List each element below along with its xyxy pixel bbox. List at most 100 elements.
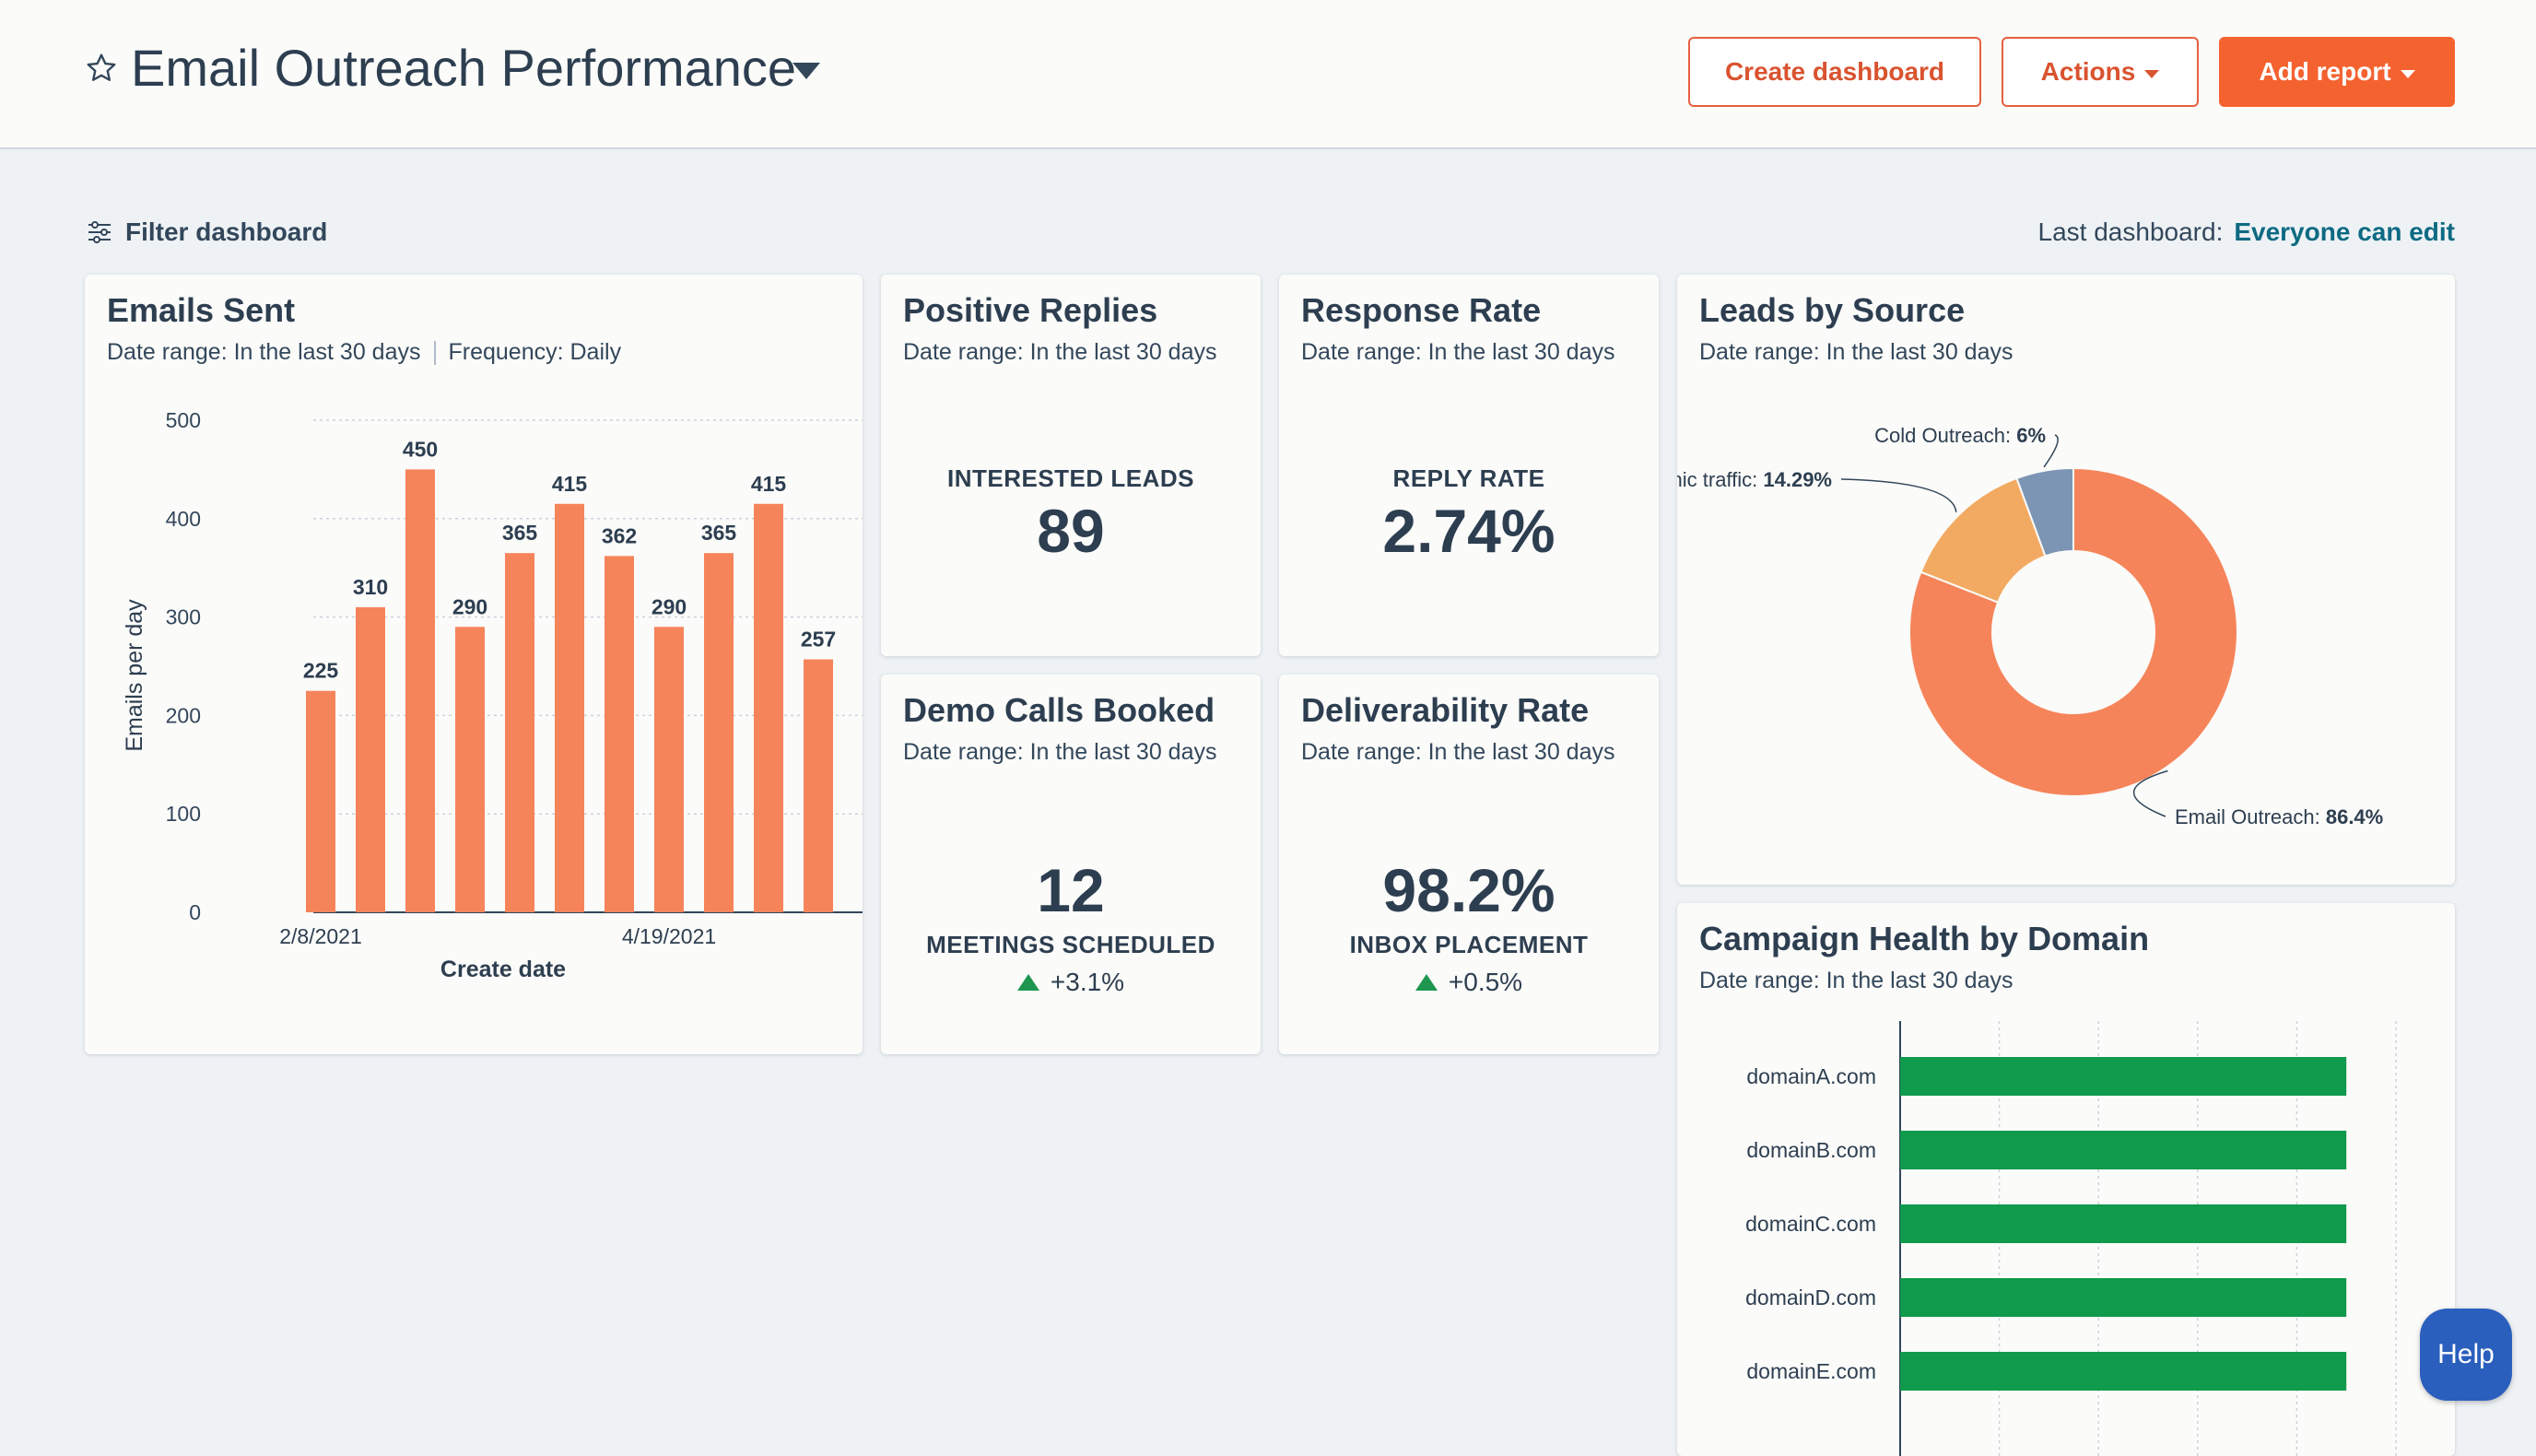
- kpi-delta: +3.1%: [881, 968, 1261, 997]
- data-label: 362: [602, 523, 637, 547]
- actions-button[interactable]: Actions: [2002, 37, 2199, 107]
- date-range-text: Date range: In the last 30 days: [1301, 739, 1615, 765]
- leads-by-source-donut-chart: Email Outreach: 86.4% Organic traffic: 14…: [1677, 424, 2383, 828]
- bar: [505, 553, 534, 912]
- data-label: 290: [652, 594, 687, 618]
- date-range-text: Date range: In the last 30 days: [1699, 339, 2014, 365]
- card-title: Emails Sent: [107, 291, 296, 329]
- bar: [1900, 1131, 2347, 1169]
- caret-down-icon: [2400, 69, 2415, 78]
- delta-value: +0.5%: [1448, 968, 1523, 996]
- top-bar: Email Outreach Performance Create dashbo…: [0, 0, 2536, 149]
- create-dashboard-button[interactable]: Create dashboard: [1688, 37, 1981, 107]
- card-title: Deliverability Rate: [1301, 691, 1590, 729]
- slice-label: Organic traffic: 14.29%: [1677, 468, 1832, 491]
- divider: [433, 341, 436, 366]
- kpi-value: 89: [1037, 497, 1105, 565]
- date-range-text: Date range: In the last 30 days: [903, 339, 1217, 365]
- y-tick-label: 400: [166, 507, 201, 531]
- bar: [1900, 1057, 2347, 1096]
- bar: [306, 690, 335, 912]
- y-tick-label: 200: [166, 703, 201, 727]
- data-label: 365: [701, 521, 737, 545]
- leads-by-source-card[interactable]: Leads by Source Date range: In the last …: [1677, 275, 2455, 885]
- data-label: 365: [502, 521, 538, 545]
- bar: [455, 627, 485, 912]
- positive-replies-card[interactable]: Positive Replies Date range: In the last…: [881, 275, 1261, 656]
- response-rate-card[interactable]: Response Rate Date range: In the last 30…: [1279, 275, 1659, 656]
- category-label: domainE.com: [1746, 1359, 1876, 1383]
- data-label: 310: [353, 575, 388, 599]
- y-tick-label: 300: [166, 605, 201, 629]
- campaign-health-card[interactable]: Campaign Health by Domain Date range: In…: [1677, 903, 2455, 1456]
- date-range-text: Date range: In the last 30 days: [903, 739, 1217, 765]
- category-label: domainC.com: [1745, 1212, 1876, 1236]
- kpi-label: MEETINGS SCHEDULED: [926, 931, 1215, 958]
- card-title: Demo Calls Booked: [903, 691, 1215, 729]
- x-tick-label: 4/19/2021: [622, 924, 716, 948]
- y-tick-label: 0: [189, 900, 201, 924]
- slice-label: Cold Outreach: 6%: [1874, 424, 2046, 447]
- last-dashboard-label: Last dashboard:: [2037, 217, 2224, 246]
- y-axis-title: Emails per day: [122, 599, 147, 752]
- leader-line: [2043, 434, 2059, 468]
- page-title: Email Outreach Performance: [131, 39, 797, 97]
- bar: [605, 556, 634, 912]
- data-label: 290: [452, 594, 487, 618]
- delta-value: +3.1%: [1050, 968, 1125, 996]
- trend-up-icon: [1016, 974, 1039, 991]
- frequency-text: Frequency: Daily: [448, 339, 622, 365]
- date-range-text: Date range: In the last 30 days: [1301, 339, 1615, 365]
- emails-sent-bar-chart: 0 100 200 300 400 500 225 2/8/2021 310 450 290 365 4…: [122, 408, 863, 982]
- slice-label: Email Outreach: 86.4%: [2175, 805, 2383, 828]
- filter-sliders-icon: [88, 221, 111, 243]
- data-label: 225: [303, 659, 339, 683]
- category-label: domainD.com: [1745, 1286, 1876, 1309]
- caret-down-icon: [2144, 69, 2160, 78]
- data-label: 415: [552, 472, 588, 496]
- create-dashboard-label: Create dashboard: [1724, 57, 1945, 86]
- emails-sent-card[interactable]: Emails Sent Date range: In the last 30 d…: [85, 275, 863, 1054]
- help-button[interactable]: Help: [2420, 1309, 2512, 1401]
- donut-slice: [2015, 466, 2074, 558]
- kpi-label: INTERESTED LEADS: [946, 464, 1195, 492]
- bar: [704, 553, 734, 912]
- card-title: Leads by Source: [1699, 291, 1966, 329]
- bar: [555, 503, 584, 912]
- chevron-down-icon[interactable]: [792, 63, 820, 79]
- add-report-button[interactable]: Add report: [2219, 37, 2455, 107]
- last-dashboard-info: Last dashboard: Everyone can edit: [2038, 217, 2455, 247]
- data-label: 450: [403, 437, 438, 461]
- card-title: Positive Replies: [903, 291, 1158, 329]
- bar: [1900, 1204, 2347, 1243]
- donut-slice: [1908, 466, 2238, 797]
- card-title: Response Rate: [1301, 291, 1542, 329]
- trend-up-icon: [1415, 974, 1438, 991]
- kpi-label: REPLY RATE: [1392, 464, 1545, 492]
- bar: [654, 627, 684, 912]
- filter-dashboard-button[interactable]: Filter dashboard: [87, 217, 327, 247]
- y-tick-label: 100: [166, 802, 201, 826]
- add-report-label: Add report: [2259, 57, 2391, 86]
- everyone-can-edit-link[interactable]: Everyone can edit: [2234, 217, 2455, 246]
- leader-line: [2133, 769, 2168, 817]
- data-label: 257: [801, 628, 836, 652]
- star-icon[interactable]: [85, 52, 118, 85]
- bar: [804, 659, 833, 912]
- bar: [405, 469, 435, 912]
- kpi-value: 98.2%: [1382, 856, 1556, 924]
- help-label: Help: [2437, 1339, 2495, 1369]
- demo-calls-card[interactable]: Demo Calls Booked Date range: In the las…: [881, 675, 1261, 1054]
- bar: [1900, 1278, 2347, 1317]
- category-label: domainB.com: [1746, 1138, 1876, 1162]
- card-title: Campaign Health by Domain: [1699, 920, 2150, 957]
- date-range-text: Date range: In the last 30 days: [107, 339, 421, 365]
- x-tick-label: 2/8/2021: [279, 924, 362, 948]
- campaign-health-bar-chart: domainA.com domainB.com domainC.com domainD…: [1745, 1021, 2397, 1456]
- deliverability-card[interactable]: Deliverability Rate Date range: In the l…: [1279, 675, 1659, 1054]
- date-range-text: Date range: In the last 30 days: [1699, 968, 2014, 993]
- data-label: 415: [751, 472, 787, 496]
- actions-label: Actions: [2040, 57, 2136, 86]
- kpi-label: INBOX PLACEMENT: [1349, 931, 1589, 958]
- kpi-value: 2.74%: [1382, 497, 1556, 565]
